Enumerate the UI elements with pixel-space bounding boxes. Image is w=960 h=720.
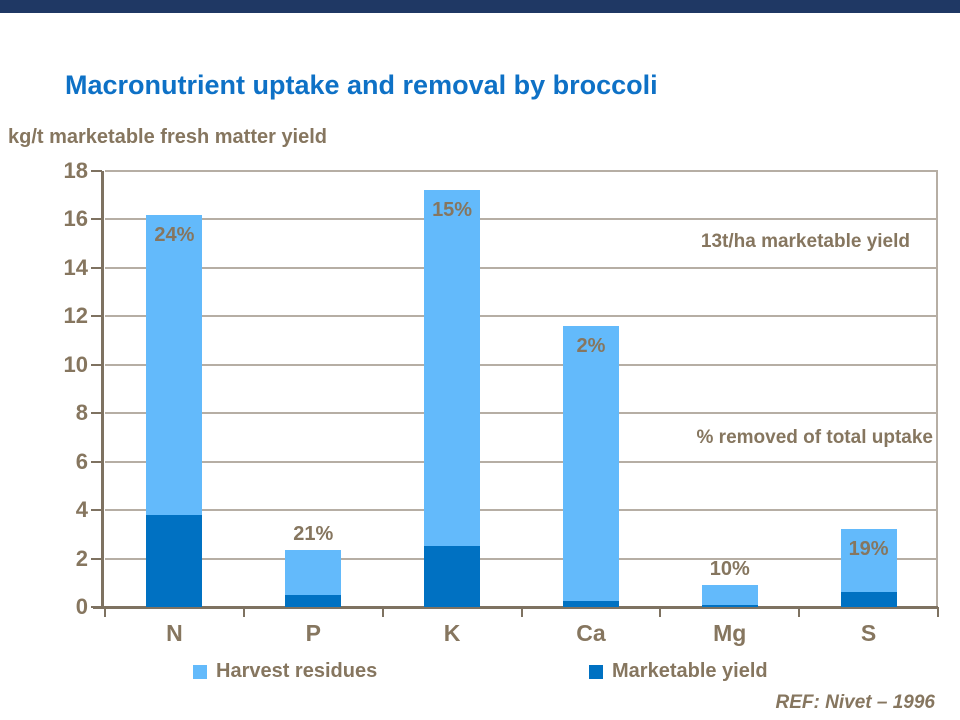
y-tick-label: 14 [63,254,88,280]
y-tick-label: 12 [63,303,88,329]
x-tick-label-Mg: Mg [713,620,747,646]
top-accent-bar [0,0,960,13]
bar-label-Ca: 2% [576,335,606,358]
gridline [105,460,938,463]
bar-P-marketable-yield [285,594,342,607]
y-tick [91,509,102,512]
x-tick [520,607,523,617]
gridline [105,363,938,366]
bar-P-harvest-residues [285,550,342,595]
bar-Ca-marketable-yield [562,600,619,607]
bar-N-marketable-yield [146,514,203,607]
x-tick-label-Ca: Ca [576,620,606,646]
y-tick-label: 16 [63,206,88,232]
y-tick-label: 10 [63,351,88,377]
y-tick [91,315,102,318]
annotation-marketable-yield: 13t/ha marketable yield [700,231,910,252]
y-tick-label: 6 [75,448,88,474]
y-tick-label: 18 [63,158,88,183]
y-tick-label: 8 [75,400,88,426]
bar-Ca-harvest-residues [562,326,619,601]
gridline [105,218,938,221]
legend-item-harvest-residues: Harvest residues [193,660,377,683]
gridline [105,557,938,560]
bar-S-harvest-residues [840,529,897,593]
y-axis-title: kg/t marketable fresh matter yield [8,126,328,148]
y-tick-label: 4 [75,497,88,523]
x-tick-label-S: S [860,620,877,646]
x-tick-label-N: N [166,620,183,646]
plot-right-border [936,171,938,607]
y-tick [91,170,102,172]
bar-label-S: 19% [848,538,889,561]
page-title: Macronutrient uptake and removal by broc… [65,70,658,100]
annotation-percent-removed: % removed of total uptake [696,427,934,448]
bar-Mg-harvest-residues [701,585,758,605]
legend-label-marketable-yield: Marketable yield [612,660,768,682]
legend-item-marketable-yield: Marketable yield [589,660,768,683]
gridline [105,412,938,415]
bar-label-P: 21% [293,523,334,546]
x-tick [798,607,801,617]
x-tick [381,607,384,617]
x-tick-label-P: P [305,620,321,646]
x-tick-label-K: K [443,620,461,646]
bar-label-Mg: 10% [709,558,750,581]
y-tick [91,412,102,415]
y-tick [91,606,102,608]
bar-N-harvest-residues [146,214,203,515]
bar-label-N: 24% [154,223,195,246]
x-tick [937,607,939,617]
y-tick [91,460,102,463]
y-tick-label: 2 [75,545,88,571]
x-tick [104,607,106,617]
harvest-residues-swatch [193,664,207,679]
x-tick [242,607,245,617]
bar-K-harvest-residues [424,190,481,547]
x-axis-line [93,606,938,609]
y-tick [91,266,102,269]
bar-S-marketable-yield [840,592,897,607]
bar-Mg-marketable-yield [701,605,758,607]
gridline [105,315,938,318]
y-axis-line [101,171,104,609]
gridline [105,509,938,512]
marketable-yield-swatch [589,664,603,679]
bar-K-marketable-yield [424,546,481,607]
reference-citation: REF: Nivet – 1996 [775,692,935,713]
y-tick [91,218,102,221]
gridline [105,170,938,172]
gridline [105,266,938,269]
y-tick [91,557,102,560]
y-tick-label: 0 [75,594,88,619]
bar-label-K: 15% [432,199,473,222]
x-tick [659,607,662,617]
legend-label-harvest-residues: Harvest residues [216,660,378,682]
y-tick [91,363,102,366]
